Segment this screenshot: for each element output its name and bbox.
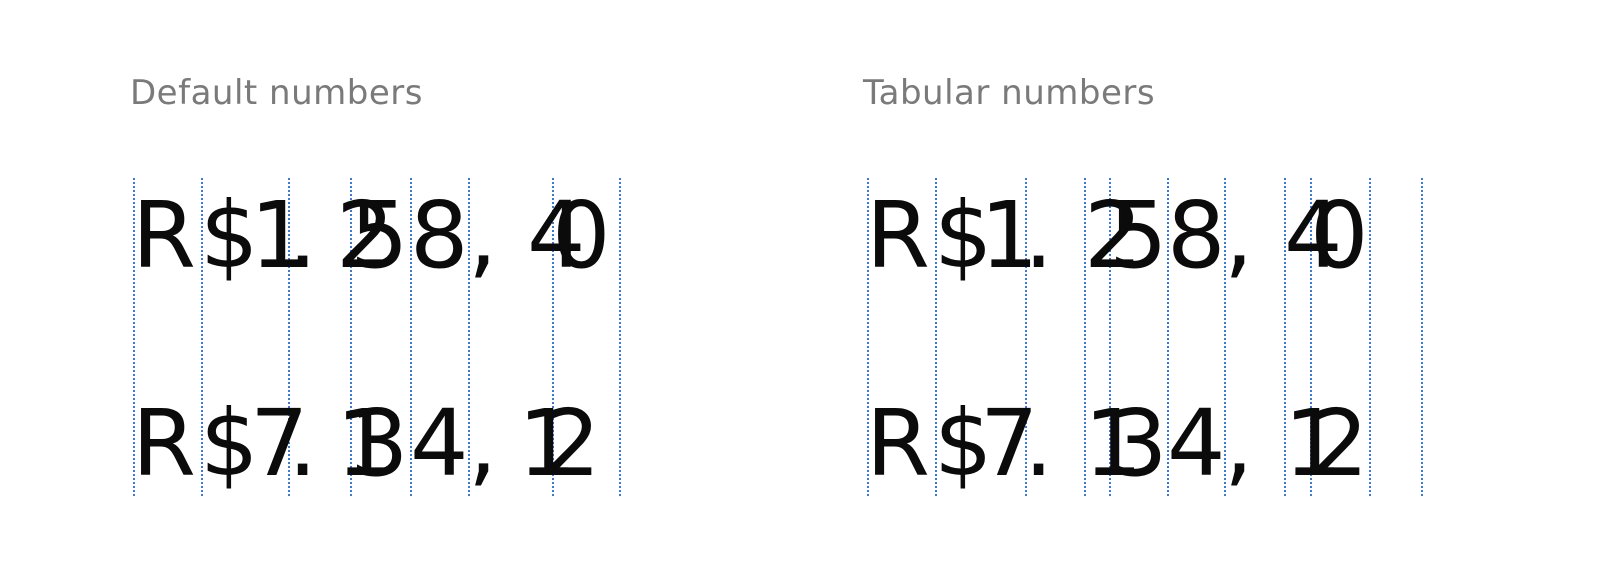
column-guide-line: [1369, 178, 1371, 496]
glyph: .: [1024, 390, 1054, 497]
glyph: 4: [410, 390, 469, 497]
tabular-numbers-heading: Tabular numbers: [863, 73, 1156, 113]
column-guide-line: [1310, 178, 1312, 496]
glyph: 1: [1084, 390, 1143, 497]
glyph: 1: [336, 390, 395, 497]
default-numbers-heading: Default numbers: [130, 73, 423, 113]
column-guide-line: [1084, 178, 1086, 496]
glyph: ,: [468, 182, 498, 289]
column-guide-line: [133, 178, 135, 496]
glyph: 7: [250, 390, 309, 497]
column-guide-line: [350, 178, 352, 496]
column-guide-line: [1224, 178, 1226, 496]
column-guide-line: [867, 178, 869, 496]
glyph: ,: [468, 390, 498, 497]
glyph: 4: [1167, 390, 1226, 497]
glyph: ,: [1224, 182, 1254, 289]
glyph: 0: [1310, 182, 1369, 289]
glyph: 1: [1284, 390, 1343, 497]
glyph: 8: [410, 182, 469, 289]
glyph: 1: [518, 390, 577, 497]
glyph: 3: [350, 390, 409, 497]
column-guide-line: [288, 178, 290, 496]
glyph: 7: [980, 390, 1039, 497]
column-guide-line: [410, 178, 412, 496]
column-guide-line: [552, 178, 554, 496]
glyph: 3: [1109, 390, 1168, 497]
glyph: .: [1024, 182, 1054, 289]
glyph: .: [288, 182, 318, 289]
glyph: R: [132, 182, 196, 289]
glyph: 2: [336, 182, 395, 289]
glyph: 1: [980, 182, 1039, 289]
glyph: $: [200, 390, 259, 497]
glyph: 1: [250, 182, 309, 289]
default-numbers-panel: Default numbers R $1. 2 5 8, 4 0 R $7. 1 3 4, 1 2: [130, 73, 621, 497]
column-guide-line: [1421, 178, 1423, 496]
glyph: 5: [350, 182, 409, 289]
glyph: ,: [1224, 390, 1254, 497]
column-guide-line: [1109, 178, 1111, 496]
glyph: R: [866, 182, 930, 289]
glyph: 2: [1084, 182, 1143, 289]
glyph: $: [934, 182, 993, 289]
glyph: 4: [527, 182, 586, 289]
column-guide-line: [1167, 178, 1169, 496]
glyph: 8: [1167, 182, 1226, 289]
glyph: .: [288, 390, 318, 497]
glyph: 0: [552, 182, 611, 289]
glyph: $: [200, 182, 259, 289]
glyph: $: [934, 390, 993, 497]
column-guide-line: [1025, 178, 1027, 496]
glyph: 2: [1310, 390, 1369, 497]
column-guide-line: [619, 178, 621, 496]
glyph: R: [132, 390, 196, 497]
column-guide-line: [201, 178, 203, 496]
tabular-numbers-panel: Tabular numbers R $1. 2 5 8, 4 0 R $7. 1 3 4, 1 2: [800, 0, 1600, 583]
glyph: 5: [1109, 182, 1168, 289]
column-guide-line: [1284, 178, 1286, 496]
glyph: 4: [1284, 182, 1343, 289]
column-guide-line: [935, 178, 937, 496]
column-guide-line: [468, 178, 470, 496]
glyph: 2: [542, 390, 601, 497]
glyph: R: [866, 390, 930, 497]
